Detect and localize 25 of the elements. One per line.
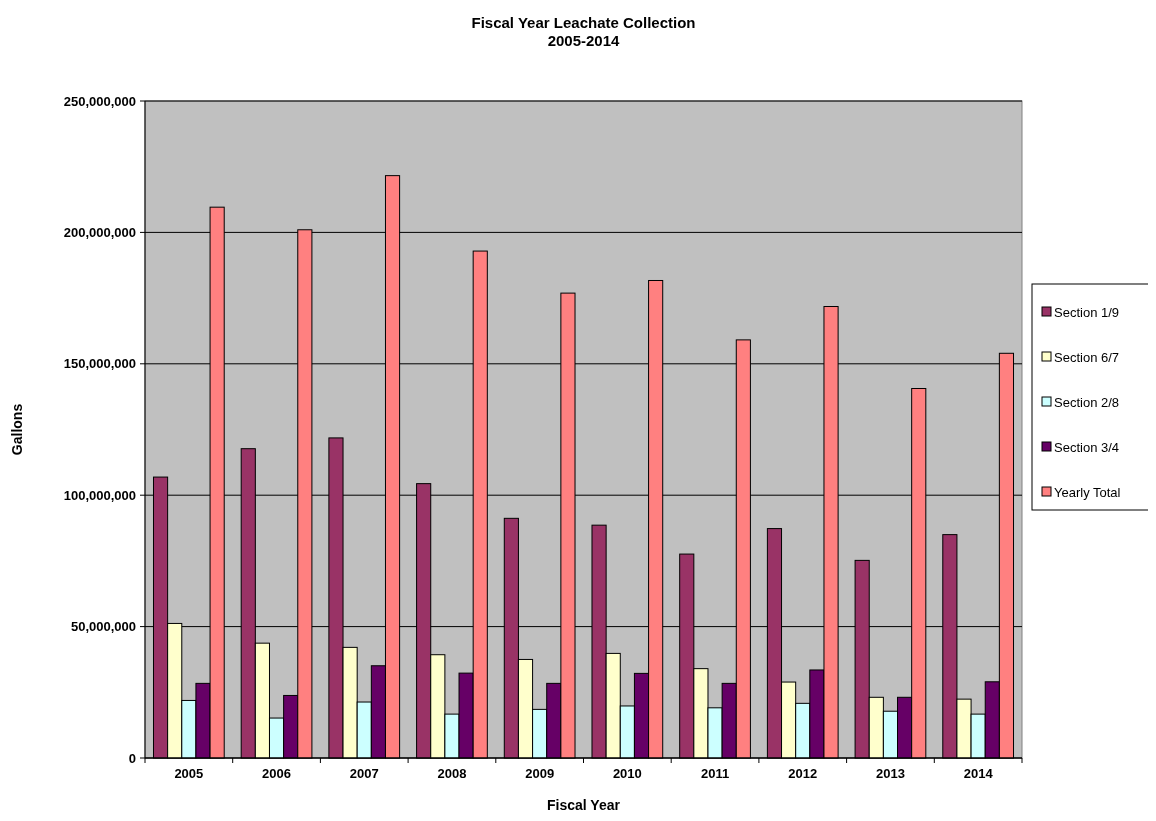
chart-subtitle: 2005-2014 bbox=[547, 32, 621, 49]
y-tick-label: 150,000,000 bbox=[63, 356, 136, 372]
x-tick-label: 2007 bbox=[349, 766, 379, 781]
legend-label: Section 1/9 bbox=[1054, 304, 1120, 320]
x-tick-label: 2014 bbox=[963, 766, 994, 781]
x-tick-label: 2005 bbox=[174, 766, 204, 781]
legend-label: Section 6/7 bbox=[1054, 349, 1120, 365]
x-tick-label: 2011 bbox=[700, 766, 730, 781]
x-tick-label: 2008 bbox=[437, 766, 467, 781]
x-tick-label: 2009 bbox=[525, 766, 555, 781]
y-tick-label: 200,000,000 bbox=[63, 224, 136, 240]
y-axis-title: Gallons bbox=[9, 403, 25, 456]
x-tick-label: 2006 bbox=[262, 766, 292, 781]
x-tick-label: 2013 bbox=[875, 766, 905, 781]
chart-title: Fiscal Year Leachate Collection bbox=[471, 14, 696, 31]
y-tick-label: 0 bbox=[128, 750, 136, 766]
x-tick-label: 2010 bbox=[612, 766, 642, 781]
x-axis-title: Fiscal Year bbox=[547, 797, 621, 813]
y-tick-label: 50,000,000 bbox=[70, 619, 136, 635]
y-tick-label: 100,000,000 bbox=[63, 487, 136, 503]
y-tick-label: 250,000,000 bbox=[63, 93, 136, 109]
legend-label: Yearly Total bbox=[1054, 484, 1121, 500]
x-tick-label: 2012 bbox=[788, 766, 818, 781]
legend-label: Section 2/8 bbox=[1054, 394, 1120, 410]
legend-label: Section 3/4 bbox=[1054, 439, 1120, 455]
